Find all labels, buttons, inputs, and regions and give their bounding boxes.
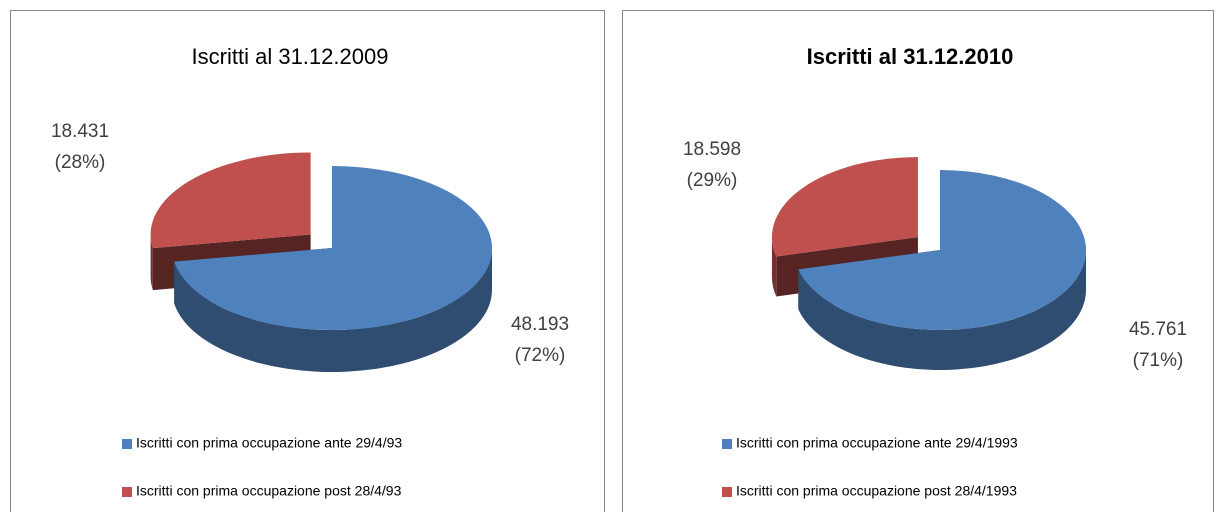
slice-wall [771, 237, 777, 297]
legend-label: Iscritti con prima occupazione post 28/4… [136, 483, 402, 499]
percent-label: (28%) [55, 152, 106, 173]
pie-slice [150, 152, 311, 249]
chart-title: Iscritti al 31.12.2009 [192, 44, 389, 69]
legend-label: Iscritti con prima occupazione ante 29/4… [136, 435, 402, 451]
slice-wall [150, 234, 153, 291]
legend-swatch [122, 487, 132, 497]
value-label: 18.598 [683, 139, 741, 160]
legend-swatch [722, 487, 732, 497]
percent-label: (29%) [687, 170, 738, 191]
legend-swatch [722, 439, 732, 449]
legend-label: Iscritti con prima occupazione post 28/4… [736, 483, 1017, 499]
slice-wall [174, 248, 492, 373]
legend-label: Iscritti con prima occupazione ante 29/4… [736, 435, 1018, 451]
value-label: 18.431 [51, 121, 109, 142]
pie-slice [771, 157, 918, 257]
pie-slice [174, 166, 492, 330]
legend-swatch [122, 439, 132, 449]
slice-wall [798, 250, 1086, 370]
percent-label: (72%) [515, 345, 566, 366]
value-label: 48.193 [511, 314, 569, 335]
pie-slice [798, 170, 1086, 330]
value-label: 45.761 [1129, 319, 1187, 340]
chart-title: Iscritti al 31.12.2010 [807, 44, 1014, 69]
percent-label: (71%) [1133, 350, 1184, 371]
